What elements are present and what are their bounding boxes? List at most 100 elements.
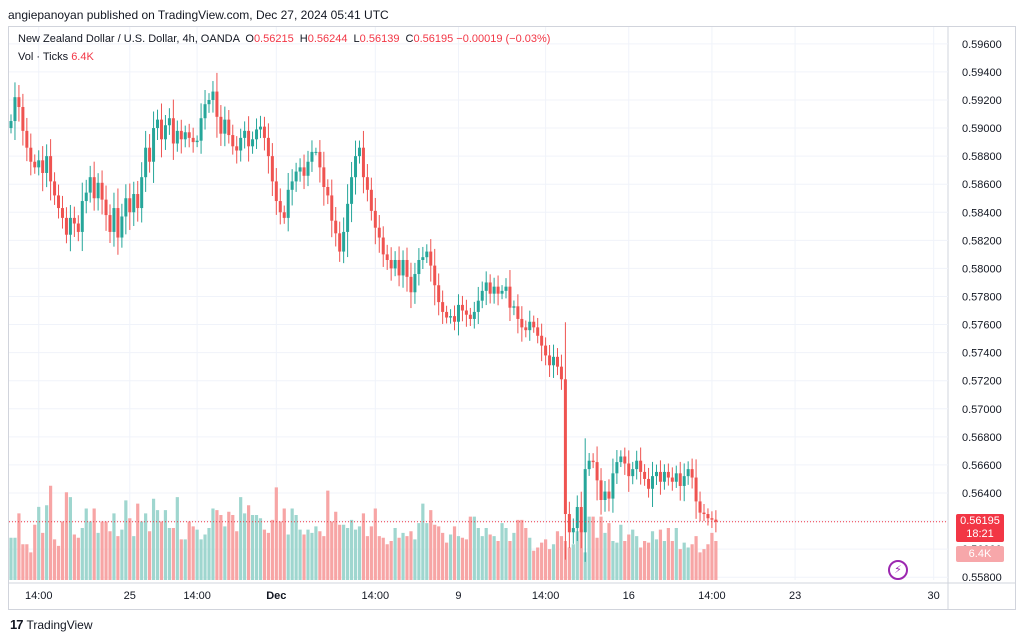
x-tick-label: 14:00	[25, 590, 53, 602]
last-price-value: 0.56195	[960, 515, 1000, 527]
open-value: 0.56215	[253, 33, 294, 45]
volume-bar	[60, 521, 65, 580]
volume-bar	[282, 508, 286, 580]
y-tick-label: 0.58400	[962, 207, 1002, 219]
y-tick-label: 0.56400	[962, 488, 1002, 500]
candle-body	[96, 182, 100, 199]
volume-bar	[207, 528, 211, 580]
chart-frame	[8, 26, 1016, 610]
x-tick-label: Dec	[266, 590, 286, 602]
volume-bar	[136, 503, 140, 580]
volume-bar	[92, 508, 96, 580]
volume-bar	[413, 539, 417, 580]
symbol-title[interactable]: New Zealand Dollar / U.S. Dollar, 4h, OA…	[18, 33, 240, 45]
volume-bar	[429, 510, 433, 580]
candle-body	[21, 107, 25, 131]
volume-bar	[662, 541, 666, 580]
volume-bar	[76, 537, 80, 580]
candle-body	[108, 215, 112, 232]
volume-bar	[460, 537, 465, 580]
volume-bar	[607, 523, 611, 580]
volume-bar	[520, 519, 524, 580]
volume-bar	[183, 539, 187, 580]
candle-body	[528, 321, 532, 331]
y-tick-label: 0.57000	[962, 404, 1002, 416]
candle-body	[211, 91, 215, 100]
volume-bar	[401, 532, 405, 580]
volume-bar	[421, 503, 425, 580]
candle-body	[504, 286, 508, 291]
volume-bar	[338, 524, 342, 580]
volume-bar	[433, 524, 437, 580]
candle-body	[385, 254, 389, 260]
candle-body	[591, 460, 595, 463]
tradingview-logo[interactable]: 17 TradingView	[10, 617, 93, 632]
y-tick-label: 0.58000	[962, 263, 1002, 275]
y-tick-label: 0.59600	[962, 39, 1002, 51]
candle-body	[282, 212, 286, 218]
candle-body	[41, 160, 45, 173]
y-tick-label: 0.59400	[962, 67, 1002, 79]
candle-body	[603, 491, 607, 500]
volume-bar	[536, 547, 540, 580]
x-tick-label: 14:00	[532, 590, 560, 602]
volume-bar	[278, 521, 282, 580]
candle-body	[219, 116, 223, 134]
volume-bar	[512, 532, 516, 580]
candle-body	[306, 161, 310, 176]
volume-bar	[64, 492, 69, 580]
volume-bar	[37, 506, 41, 580]
lightning-icon[interactable]: ⚡	[888, 560, 908, 580]
volume-bar	[357, 526, 362, 580]
ohlc-legend: New Zealand Dollar / U.S. Dollar, 4h, OA…	[18, 33, 550, 45]
tradingview-logo-icon: 17	[10, 617, 24, 632]
candle-body	[623, 456, 627, 464]
candle-body	[156, 119, 160, 129]
candle-body	[468, 314, 472, 319]
candle-body	[239, 137, 243, 151]
candle-body	[583, 469, 587, 533]
volume-bar	[516, 519, 520, 580]
volume-bar	[571, 544, 575, 580]
candle-body	[64, 217, 68, 235]
volume-bar	[393, 528, 397, 580]
volume-bar	[112, 513, 116, 580]
y-tick-label: 0.57800	[962, 291, 1002, 303]
candle-body	[453, 316, 457, 322]
volume-bar	[686, 547, 690, 580]
volume-bar	[167, 528, 171, 580]
candle-body	[460, 304, 464, 311]
high-value: 0.56244	[307, 33, 348, 45]
volume-bar	[120, 529, 124, 580]
candle-body	[500, 290, 504, 294]
candle-body	[698, 501, 702, 513]
volume-bar	[381, 537, 385, 580]
volume-bar	[587, 516, 591, 580]
candle-body	[524, 327, 528, 331]
candle-body	[686, 469, 690, 477]
volume-label[interactable]: Vol · Ticks	[18, 51, 69, 63]
candle-body	[302, 167, 306, 176]
x-tick-label: 30	[928, 590, 940, 602]
candle-body	[425, 251, 429, 258]
volume-bar	[599, 516, 603, 580]
candle-body	[429, 251, 433, 266]
candle-body	[441, 302, 445, 312]
volume-bar	[254, 515, 259, 580]
volume-bar	[710, 532, 714, 580]
volume-bar	[417, 523, 421, 580]
volume-bar	[45, 505, 49, 580]
candle-body	[377, 227, 381, 238]
volume-bar	[496, 541, 500, 580]
candle-body	[710, 518, 714, 520]
volume-bar	[504, 528, 508, 580]
candle-body	[627, 463, 631, 477]
candle-body	[651, 476, 655, 489]
y-tick-label: 0.56600	[962, 460, 1002, 472]
candle-body	[278, 201, 282, 213]
y-tick-label: 0.59000	[962, 123, 1002, 135]
candle-body	[175, 130, 179, 144]
candle-body	[413, 274, 417, 293]
candle-body	[215, 91, 219, 117]
